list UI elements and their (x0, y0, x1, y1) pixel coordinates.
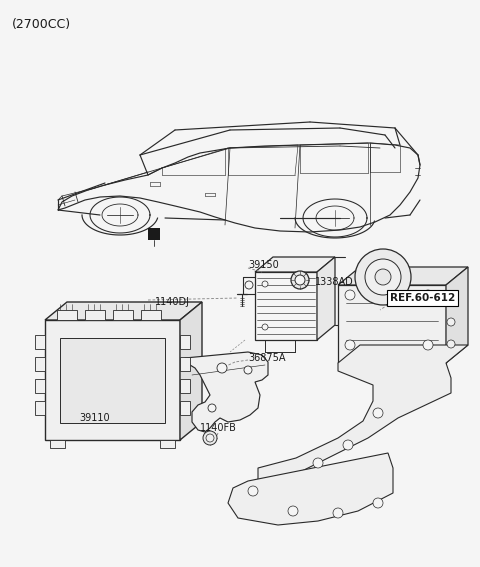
Circle shape (375, 269, 391, 285)
Circle shape (203, 431, 217, 445)
Circle shape (343, 440, 353, 450)
Bar (180, 357, 190, 371)
Circle shape (373, 408, 383, 418)
Circle shape (355, 249, 411, 305)
Circle shape (423, 290, 433, 300)
Bar (85, 310, 105, 320)
Bar (255, 272, 317, 340)
Bar (160, 440, 175, 448)
Circle shape (423, 340, 433, 350)
Circle shape (244, 366, 252, 374)
Bar (35, 379, 45, 393)
Polygon shape (228, 453, 393, 525)
Circle shape (333, 508, 343, 518)
Bar (57, 310, 77, 320)
Text: (2700CC): (2700CC) (12, 18, 71, 31)
Circle shape (365, 259, 401, 295)
Bar (338, 285, 446, 363)
Circle shape (217, 363, 227, 373)
Text: 36875A: 36875A (248, 353, 286, 363)
Polygon shape (255, 257, 335, 272)
Circle shape (262, 281, 268, 287)
Polygon shape (45, 302, 202, 320)
Circle shape (447, 340, 455, 348)
Polygon shape (58, 143, 420, 232)
Circle shape (291, 271, 309, 289)
Polygon shape (446, 267, 468, 363)
Circle shape (447, 318, 455, 326)
Circle shape (262, 324, 268, 330)
Bar (180, 401, 190, 415)
Bar (35, 401, 45, 415)
Bar (113, 310, 133, 320)
Circle shape (248, 486, 258, 496)
Text: REF.60-612: REF.60-612 (390, 293, 455, 303)
Bar (45, 320, 180, 440)
Circle shape (206, 434, 214, 442)
Circle shape (345, 290, 355, 300)
Bar (180, 379, 190, 393)
Circle shape (288, 506, 298, 516)
Bar (180, 335, 190, 349)
Circle shape (313, 458, 323, 468)
Text: 1338AD: 1338AD (315, 277, 354, 287)
Polygon shape (180, 302, 202, 440)
Circle shape (208, 404, 216, 412)
Circle shape (447, 296, 455, 304)
Bar (35, 335, 45, 349)
Circle shape (295, 275, 305, 285)
Polygon shape (185, 352, 268, 432)
Bar (50, 440, 65, 448)
Bar (148, 228, 160, 240)
Polygon shape (258, 345, 468, 483)
Circle shape (345, 340, 355, 350)
Bar (35, 357, 45, 371)
Text: 39150: 39150 (248, 260, 279, 270)
Bar (60, 338, 165, 423)
Circle shape (245, 281, 253, 289)
Bar (141, 310, 161, 320)
Polygon shape (338, 267, 468, 285)
Polygon shape (317, 257, 335, 340)
Text: 39110: 39110 (80, 413, 110, 423)
Text: 1140DJ: 1140DJ (155, 297, 190, 307)
Circle shape (373, 498, 383, 508)
Text: 1140FB: 1140FB (200, 423, 237, 433)
